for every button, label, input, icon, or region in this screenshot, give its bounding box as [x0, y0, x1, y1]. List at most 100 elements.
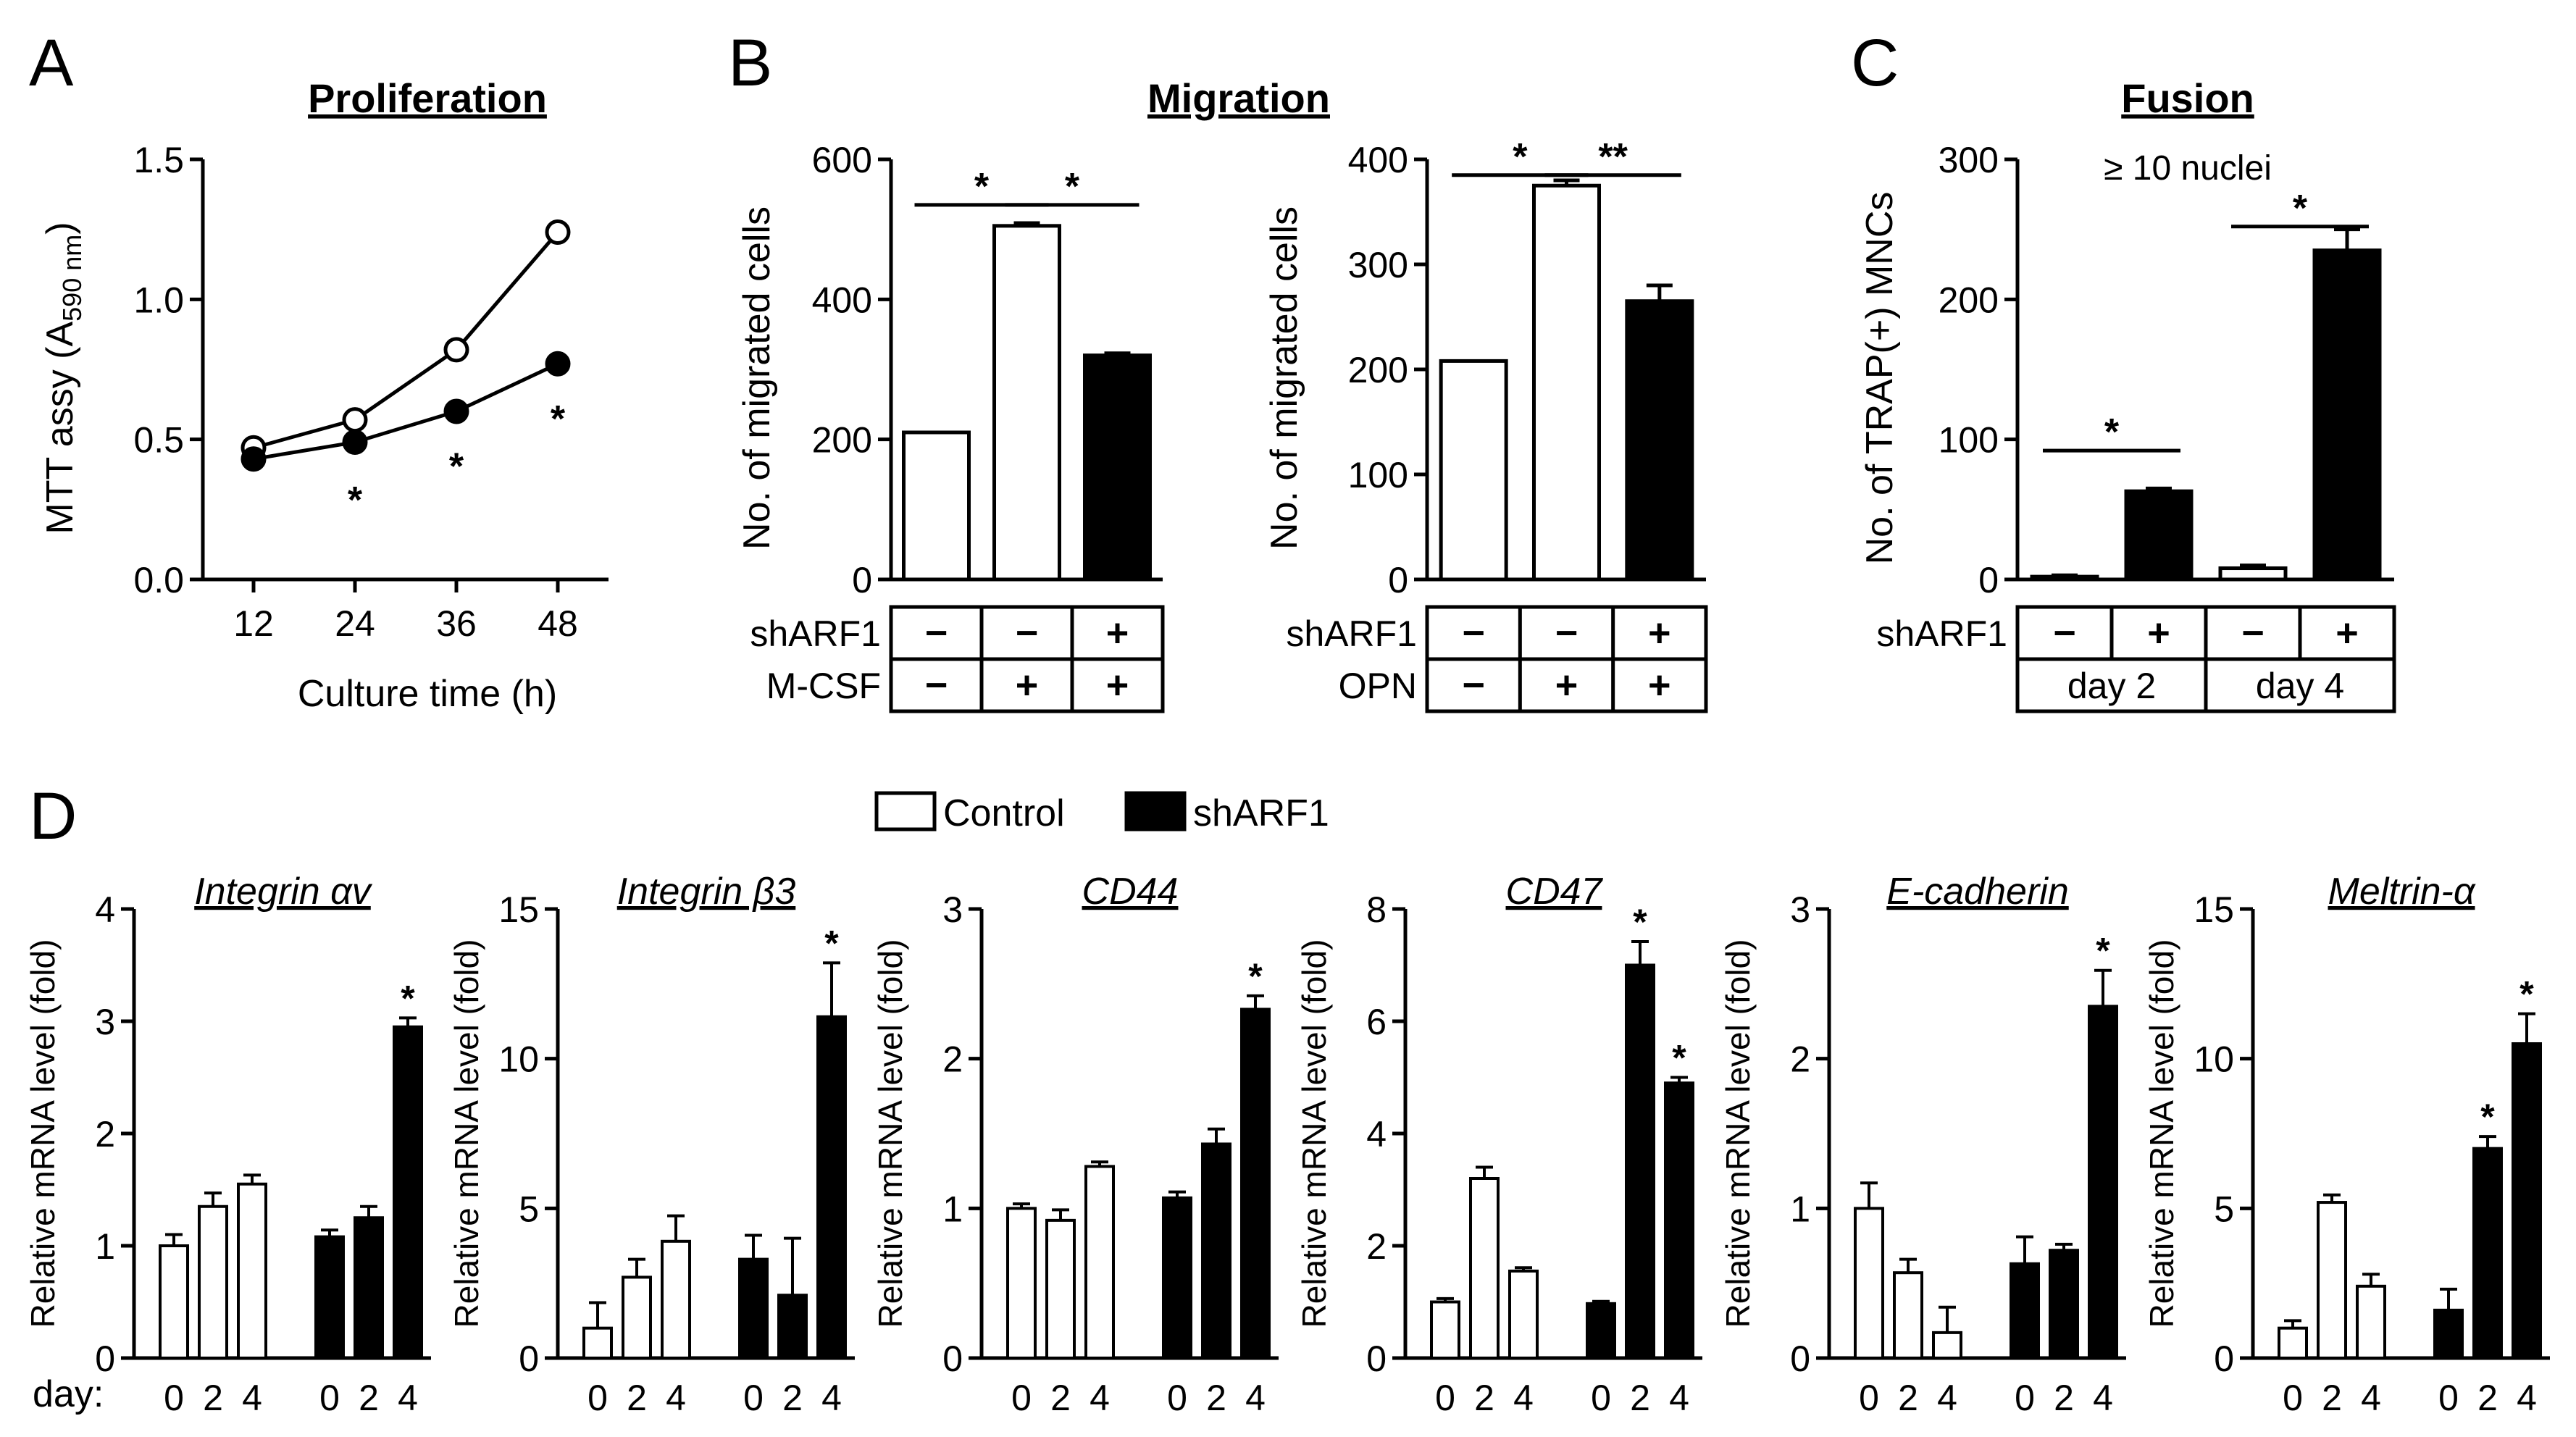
- y-label-main: MTT assy (A: [39, 322, 81, 535]
- x-tick-label: 2: [1050, 1378, 1071, 1418]
- x-tick-label: 4: [1090, 1378, 1110, 1418]
- series-line-control: [253, 230, 559, 450]
- proliferation-title: Proliferation: [308, 75, 547, 121]
- y-tick-label: 100: [1348, 455, 1408, 495]
- table-row-label: shARF1: [1286, 613, 1417, 654]
- y-tick-label: 15: [498, 889, 539, 930]
- mrna-charts: 0 1 2 3 4 Relative mRNA level (fold) Integrin …: [24, 871, 2550, 1418]
- x-tick-label: 2: [1206, 1378, 1226, 1418]
- significance-star: *: [401, 978, 415, 1018]
- bar: [2312, 248, 2382, 582]
- y-tick-label: 0: [1366, 1338, 1387, 1379]
- y-tick-label: 200: [1348, 350, 1408, 390]
- x-tick-label: 4: [1245, 1378, 1266, 1418]
- table-cell: −: [1462, 611, 1485, 655]
- day-axis-label: day:: [33, 1373, 104, 1415]
- x-tick-label: 0: [2015, 1378, 2035, 1418]
- table-cell: −: [925, 611, 948, 655]
- table-cell: −: [1016, 611, 1039, 655]
- fusion-title: Fusion: [2121, 75, 2254, 121]
- bar: [2356, 1284, 2386, 1360]
- table-cell: −: [2053, 611, 2076, 655]
- bar: [738, 1257, 769, 1360]
- x-tick-label: 0: [1167, 1378, 1187, 1418]
- y-tick-label: 1: [942, 1189, 963, 1229]
- bar: [816, 1015, 847, 1360]
- y-tick-label: 10: [2194, 1039, 2234, 1080]
- gene-title: CD47: [1506, 871, 1604, 913]
- table-cell: +: [1555, 663, 1578, 707]
- table-cell: −: [1462, 663, 1485, 707]
- y-tick-label: 4: [1366, 1114, 1387, 1155]
- bar: [622, 1275, 652, 1360]
- y-tick-label: 100: [1939, 420, 1999, 461]
- x-tick-label: 4: [242, 1378, 262, 1418]
- bar: [2088, 1005, 2118, 1360]
- table-cell: +: [2147, 611, 2170, 655]
- bar: [2317, 1201, 2347, 1360]
- mrna-chart-1: 0 1 2 3 4 Relative mRNA level (fold) Integrin …: [24, 871, 431, 1418]
- bar: [2433, 1308, 2464, 1360]
- table-group-label: day 2: [2067, 666, 2156, 706]
- y-axis-label: Relative mRNA level (fold): [2143, 939, 2180, 1328]
- significance-star: *: [824, 923, 839, 963]
- x-tick-label: 0: [2283, 1378, 2303, 1418]
- data-point-sharf1: [342, 430, 368, 456]
- bar: [1045, 1218, 1076, 1360]
- migration-mcsf-chart: 0 200 400 600 * * shARF1 − − + M-CSF − + +: [750, 140, 1165, 713]
- y-tick-label: 2: [95, 1114, 115, 1155]
- proliferation-y-axis-label: MTT assy (A590 nm): [39, 222, 87, 534]
- y-tick-label: 4: [95, 889, 115, 930]
- gene-title: Meltrin-α: [2328, 871, 2476, 913]
- x-tick-label: 4: [821, 1378, 842, 1418]
- y-tick-label: 400: [812, 280, 872, 320]
- panel-label-d: D: [29, 779, 77, 853]
- x-tick-label: 4: [2361, 1378, 2381, 1418]
- data-point-sharf1: [545, 351, 571, 377]
- x-tick-label: 2: [2054, 1378, 2074, 1418]
- y-axis-label: Relative mRNA level (fold): [448, 939, 485, 1328]
- data-point-sharf1: [443, 398, 469, 424]
- x-tick-label: 2: [627, 1378, 647, 1418]
- bar: [992, 224, 1061, 582]
- x-tick-label: 0: [319, 1378, 340, 1418]
- y-tick-label: 3: [942, 889, 963, 930]
- y-axis-label: Relative mRNA level (fold): [1295, 939, 1333, 1328]
- bar: [393, 1025, 423, 1360]
- legend: Control shARF1: [874, 791, 1329, 834]
- x-tick-label: 4: [666, 1378, 686, 1418]
- x-tick-label: 2: [2322, 1378, 2342, 1418]
- bar: [237, 1182, 267, 1360]
- y-label-subscript: 590 nm: [57, 235, 87, 322]
- significance-star: *: [2096, 931, 2110, 971]
- panel-label-c: C: [1851, 26, 1899, 100]
- x-tick-label: 4: [1669, 1378, 1689, 1418]
- x-tick-label: 0: [1011, 1378, 1032, 1418]
- y-tick-label: 2: [1790, 1039, 1810, 1080]
- y-axis-label: Relative mRNA level (fold): [1719, 939, 1757, 1328]
- x-tick-label: 0: [1435, 1378, 1455, 1418]
- bar: [1430, 1300, 1460, 1360]
- bar: [2030, 574, 2099, 582]
- y-tick-label: 0: [1978, 560, 1999, 600]
- panel-label-a: A: [29, 26, 74, 100]
- bar: [1854, 1207, 1884, 1360]
- y-tick-label: 3: [95, 1002, 115, 1042]
- data-point-control: [342, 407, 368, 433]
- bar: [1508, 1269, 1539, 1360]
- panel-label-b: B: [728, 26, 772, 100]
- x-tick-label: 0: [1591, 1378, 1611, 1418]
- x-tick-label: 2: [1630, 1378, 1650, 1418]
- table-cell: +: [1106, 663, 1129, 707]
- legend-label-control: Control: [943, 792, 1065, 834]
- x-tick-label: 2: [782, 1378, 803, 1418]
- bar: [2278, 1326, 2308, 1360]
- x-tick-label: 36: [436, 603, 477, 644]
- y-tick-label: 600: [812, 140, 872, 180]
- y-tick-label: 300: [1939, 140, 1999, 180]
- table-cell: −: [1555, 611, 1578, 655]
- bar: [1201, 1142, 1231, 1360]
- y-tick-label: 0: [2214, 1338, 2234, 1379]
- migration-title: Migration: [1147, 75, 1330, 121]
